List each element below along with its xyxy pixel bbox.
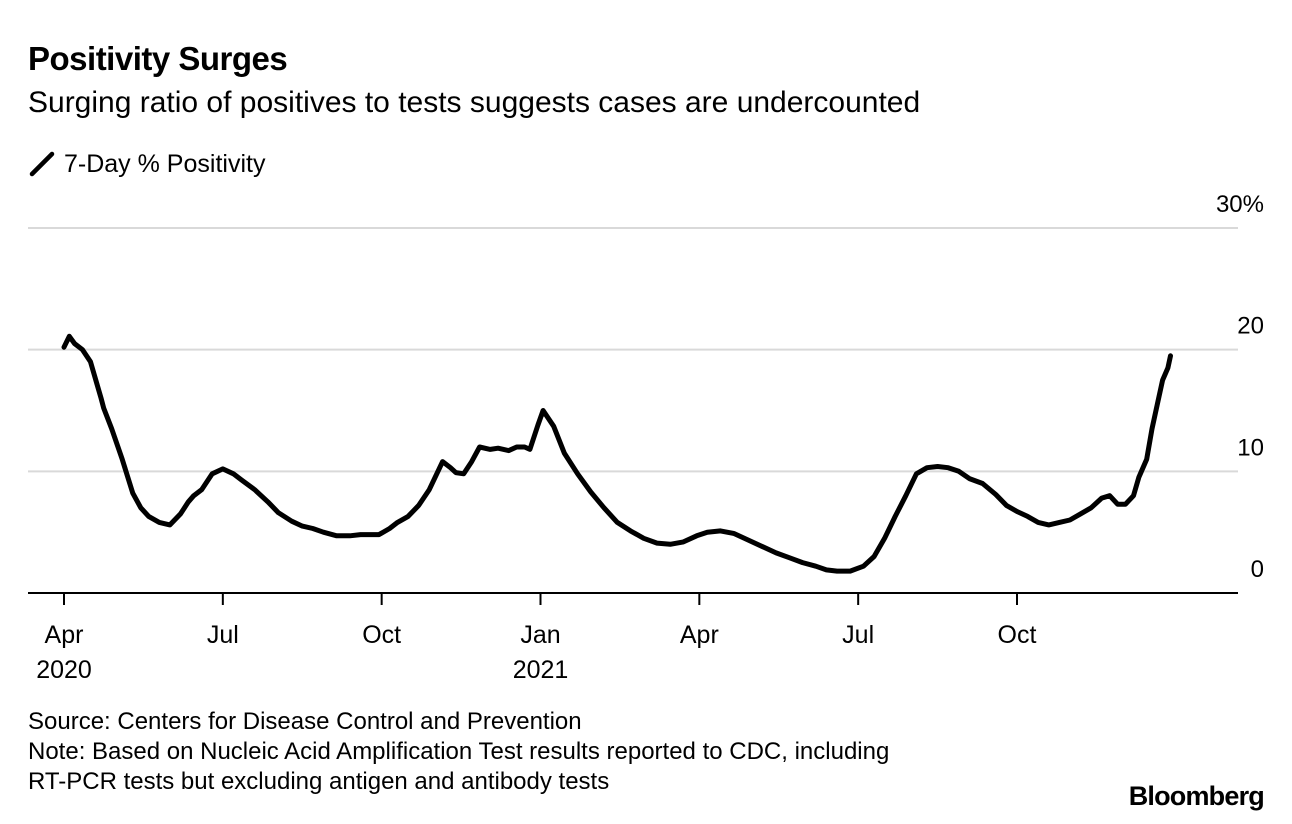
- chart-subtitle: Surging ratio of positives to tests sugg…: [28, 86, 921, 119]
- chart-title: Positivity Surges: [28, 40, 288, 77]
- x-tick-label-oct-6: Oct: [998, 621, 1037, 649]
- legend-label: 7-Day % Positivity: [64, 149, 266, 178]
- x-tick-label-apr-0: Apr: [45, 621, 84, 649]
- legend-line-icon: [29, 151, 55, 177]
- line-chart: 0 10 20 30% Apr 2020 Jul Oct Jan 2021 Apr Jul Oct: [28, 191, 1264, 684]
- y-tick-label-20: 20: [1237, 313, 1264, 340]
- y-tick-label-30: 30%: [1216, 191, 1264, 218]
- series-group: [61, 333, 1173, 574]
- legend: 7-Day % Positivity: [28, 146, 265, 182]
- x-axis: Apr 2020 Jul Oct Jan 2021 Apr Jul Oct: [36, 593, 1036, 684]
- gridlines: [28, 227, 1238, 473]
- x-tick-label-jan-3: Jan: [520, 621, 560, 649]
- x-tick-label-jul-1: Jul: [207, 621, 239, 649]
- y-axis-tick-labels: 0 10 20 30%: [1216, 191, 1264, 583]
- x-tick-year-2020: 2020: [36, 656, 92, 684]
- x-tick-year-2021: 2021: [513, 656, 569, 684]
- x-tick-label-apr-4: Apr: [680, 621, 719, 649]
- bloomberg-logo: Bloomberg: [1128, 781, 1265, 811]
- y-tick-label-0: 0: [1251, 556, 1264, 583]
- source-text: Source: Centers for Disease Control and …: [28, 708, 582, 735]
- x-tick-label-jul-5: Jul: [842, 621, 874, 649]
- note-text-line-1: Note: Based on Nucleic Acid Amplificatio…: [28, 738, 890, 765]
- y-tick-label-10: 10: [1237, 434, 1264, 461]
- footnote: Source: Centers for Disease Control and …: [28, 707, 889, 797]
- x-tick-label-oct-2: Oct: [362, 621, 401, 649]
- note-text-line-2: RT-PCR tests but excluding antigen and a…: [28, 768, 610, 795]
- series-line-7-day-positivity: [61, 333, 1173, 574]
